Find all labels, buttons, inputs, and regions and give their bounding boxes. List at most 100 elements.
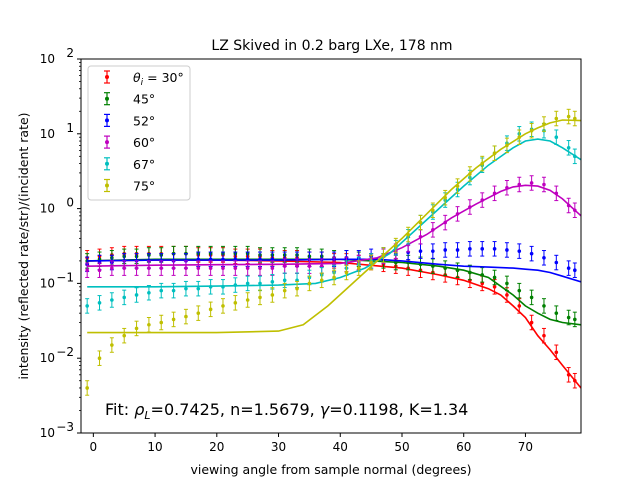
y-tick-label-exponent: 1 [66, 121, 74, 135]
data-point [492, 151, 497, 156]
data-point [406, 232, 410, 237]
data-point [529, 128, 534, 133]
data-point [573, 116, 577, 121]
data-point [319, 264, 324, 268]
y-tick-label-exponent: −3 [56, 420, 74, 434]
legend-label: 67° [133, 157, 155, 172]
y-tick-label-base: 10 [40, 351, 55, 365]
data-point [529, 251, 534, 256]
data-point [573, 154, 577, 159]
data-point [566, 372, 571, 377]
data-point [159, 288, 164, 293]
data-point [455, 248, 460, 252]
fit-annotation-rho: ρ [134, 400, 144, 419]
x-tick-label: 50 [394, 440, 409, 454]
data-point [480, 247, 485, 251]
data-point [443, 266, 447, 270]
data-point [122, 333, 127, 338]
y-tick-label-base: 10 [40, 202, 55, 216]
data-point [282, 264, 287, 268]
y-tick-label-base: 10 [40, 52, 55, 66]
data-point [282, 288, 287, 293]
data-point [517, 288, 522, 293]
data-point [517, 304, 522, 308]
data-point [196, 266, 201, 270]
x-tick-label: 40 [333, 440, 348, 454]
data-point [554, 135, 559, 140]
data-point [517, 182, 522, 187]
data-point [184, 266, 188, 270]
data-point [554, 260, 559, 265]
data-point [573, 268, 577, 273]
legend-label: 45° [133, 92, 155, 107]
data-point [566, 145, 571, 150]
fit-curve [87, 138, 581, 288]
data-point [270, 257, 275, 262]
data-point [122, 295, 127, 300]
data-point [208, 307, 213, 312]
data-point [245, 281, 250, 286]
data-point [468, 247, 472, 251]
data-point [282, 278, 287, 283]
y-tick-label: 10 [40, 426, 55, 440]
data-point [542, 304, 546, 308]
y-tick-label: 10 [40, 52, 55, 66]
legend-marker-dot [105, 140, 109, 145]
y-tick-label-exponent: −2 [56, 345, 74, 359]
data-point [110, 266, 114, 270]
y-tick-label: 10 [40, 127, 55, 141]
data-point [418, 249, 423, 253]
data-point [85, 386, 89, 390]
data-point [245, 266, 250, 270]
data-point [480, 198, 485, 202]
data-point [319, 278, 324, 283]
data-point [431, 228, 435, 232]
data-point [332, 275, 336, 280]
data-point [529, 295, 534, 300]
data-point [147, 290, 151, 295]
y-tick-label: 10 [40, 351, 55, 365]
data-point [233, 301, 238, 305]
data-point [85, 304, 89, 308]
x-tick-label: 60 [456, 440, 471, 454]
data-point [431, 208, 435, 213]
data-point [542, 333, 546, 338]
data-point [492, 275, 497, 280]
data-point [492, 191, 497, 196]
y-tick-label-base: 10 [40, 127, 55, 141]
data-point [566, 203, 571, 208]
data-point [443, 195, 447, 200]
legend-label-sub: i [141, 78, 144, 88]
data-point [258, 281, 262, 286]
data-point [245, 257, 250, 262]
data-point [542, 182, 546, 187]
data-point [554, 191, 559, 196]
data-point [110, 298, 114, 302]
data-point [505, 185, 509, 190]
data-point [307, 264, 312, 268]
data-point [122, 266, 127, 270]
data-point [258, 257, 262, 262]
data-point [554, 311, 559, 315]
data-point [295, 286, 299, 291]
data-point [208, 266, 213, 270]
legend-marker-dot [105, 118, 109, 123]
fit-annotation-gamma: γ [320, 400, 331, 419]
legend-marker-dot [105, 183, 109, 188]
data-point [208, 285, 213, 289]
data-point [455, 268, 460, 273]
data-point [394, 243, 398, 248]
y-tick-label-exponent: 2 [66, 46, 74, 60]
y-tick-label-base: 10 [40, 426, 55, 440]
data-point [566, 266, 571, 270]
data-point [97, 268, 102, 273]
data-marks [85, 108, 581, 396]
data-point [307, 281, 312, 286]
data-point [208, 257, 213, 262]
data-point [134, 326, 139, 331]
data-point [97, 301, 102, 305]
data-point [468, 205, 472, 209]
data-point [221, 257, 225, 262]
legend-label-symbol: θ [133, 70, 141, 85]
